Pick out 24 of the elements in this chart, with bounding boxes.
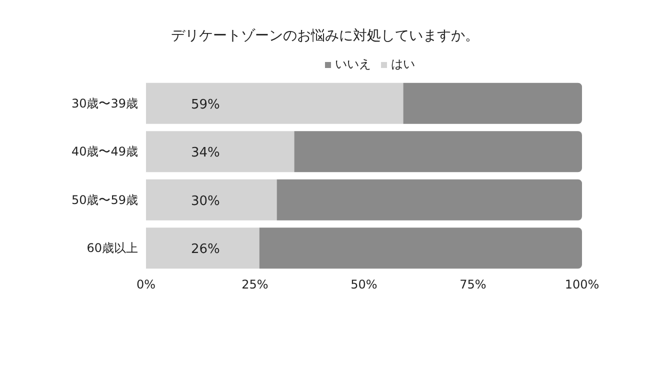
legend-label: はい (391, 57, 415, 71)
y-tick-label: 50歳〜59歳 (71, 192, 138, 207)
x-tick-label: 50% (350, 278, 378, 292)
y-tick-label: 40歳〜49歳 (71, 144, 138, 159)
chart-title: デリケートゾーンのお悩みに対処していますか。 (170, 27, 480, 46)
x-tick-label: 25% (242, 278, 268, 292)
data-label: 34% (191, 146, 220, 161)
x-tick-label: 100% (564, 278, 600, 292)
y-tick-label: 30歳〜39歳 (71, 96, 138, 110)
bar (259, 228, 582, 269)
bar (403, 82, 582, 124)
y-tick-label: 60歳以上 (86, 241, 138, 256)
x-tick-label: 0% (136, 278, 156, 292)
legend-label: いいえ (335, 57, 371, 71)
bar (146, 228, 260, 269)
bar (146, 179, 277, 220)
data-label: 59% (191, 97, 220, 112)
bar (146, 131, 294, 172)
data-label: 26% (191, 242, 220, 258)
bar (146, 82, 404, 124)
x-tick-label: 75% (460, 278, 486, 292)
data-label: 30% (191, 194, 220, 209)
bar (294, 131, 582, 172)
bar (276, 179, 582, 220)
